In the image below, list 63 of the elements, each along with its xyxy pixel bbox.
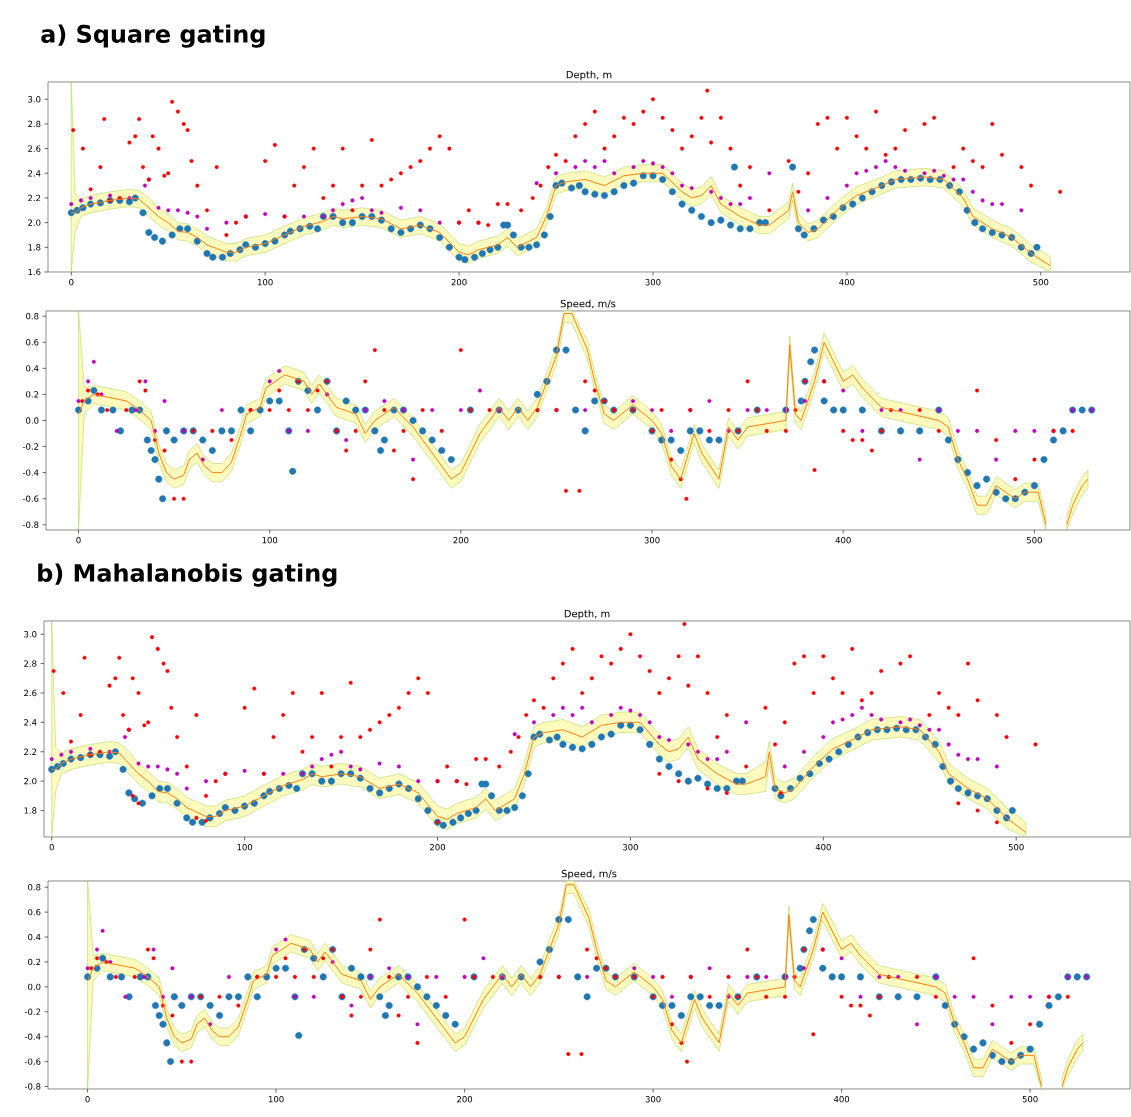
y-tick-label: -0.8 xyxy=(22,521,39,528)
x-tick-label: 400 xyxy=(833,1096,850,1103)
x-tick-label: 500 xyxy=(1022,1096,1038,1103)
y-tick-label: -0.2 xyxy=(24,1008,41,1015)
x-tick-label: 200 xyxy=(457,1096,473,1103)
y-tick-label: -0.6 xyxy=(24,1058,41,1065)
x-tick-label: 400 xyxy=(815,843,831,851)
y-tick-label: -0.6 xyxy=(22,495,39,502)
y-tick-label: 2.4 xyxy=(24,719,37,726)
y-tick-label: 2.8 xyxy=(28,120,41,128)
x-tick-label: 300 xyxy=(644,536,660,544)
chart-title: Speed, m/s xyxy=(560,299,616,310)
x-tick-label: 100 xyxy=(258,278,273,286)
y-tick-label: 3.0 xyxy=(28,96,41,103)
y-tick-label: 2.0 xyxy=(24,777,37,785)
y-tick-label: -0.4 xyxy=(24,1033,41,1040)
chart-title: a) Square gating xyxy=(41,24,265,48)
y-tick-label: 2.2 xyxy=(28,194,41,202)
x-tick-label: 500 xyxy=(1026,536,1042,544)
chart-subtitle: Depth, m xyxy=(564,609,610,620)
chart-title: b) Mahalanobis gating xyxy=(38,563,337,587)
y-tick-label: 0.0 xyxy=(28,983,41,991)
y-tick-label: 0.4 xyxy=(28,933,41,941)
y-tick-label: 0.6 xyxy=(28,908,41,916)
y-tick-label: 1.8 xyxy=(28,244,41,251)
y-tick-label: 0.4 xyxy=(26,365,39,372)
y-tick-label: 0.2 xyxy=(26,391,39,398)
y-tick-label: -0.8 xyxy=(24,1083,41,1090)
y-tick-label: 2.6 xyxy=(24,689,37,697)
x-tick-label: 0 xyxy=(85,1096,90,1103)
y-tick-label: 0.8 xyxy=(28,884,41,891)
y-tick-label: 2.8 xyxy=(24,660,37,667)
x-tick-label: 100 xyxy=(262,536,278,544)
y-tick-label: 0.6 xyxy=(26,339,39,346)
y-tick-label: -0.2 xyxy=(22,443,39,450)
x-tick-label: 200 xyxy=(430,843,446,851)
x-tick-label: 0 xyxy=(76,536,81,544)
x-tick-label: 500 xyxy=(1033,278,1049,286)
x-tick-label: 200 xyxy=(453,536,469,544)
x-tick-label: 500 xyxy=(1008,843,1024,851)
y-tick-label: 3.0 xyxy=(24,631,37,638)
x-tick-label: 200 xyxy=(451,278,467,286)
y-tick-label: 2.0 xyxy=(28,219,41,226)
x-tick-label: 100 xyxy=(237,843,253,851)
x-tick-label: 0 xyxy=(49,843,54,851)
y-tick-label: 2.4 xyxy=(28,170,41,177)
y-tick-label: 1.8 xyxy=(24,807,37,814)
y-tick-label: 2.6 xyxy=(28,145,41,152)
chart-subtitle: Depth, m xyxy=(566,70,612,81)
y-tick-label: 0.8 xyxy=(26,313,39,320)
y-tick-label: -0.4 xyxy=(22,469,39,476)
y-tick-label: 0.2 xyxy=(28,958,41,966)
x-tick-label: 400 xyxy=(835,536,851,544)
y-tick-label: 2.2 xyxy=(24,748,37,755)
x-tick-label: 300 xyxy=(645,278,661,286)
x-tick-label: 300 xyxy=(645,1096,661,1103)
x-tick-label: 100 xyxy=(268,1096,284,1103)
chart-title: Speed, m/s xyxy=(561,869,617,880)
x-tick-label: 0 xyxy=(69,278,74,286)
x-tick-label: 400 xyxy=(839,278,855,286)
x-tick-label: 300 xyxy=(622,843,638,851)
y-tick-label: 1.6 xyxy=(28,268,41,276)
y-tick-label: 0.0 xyxy=(26,417,39,424)
